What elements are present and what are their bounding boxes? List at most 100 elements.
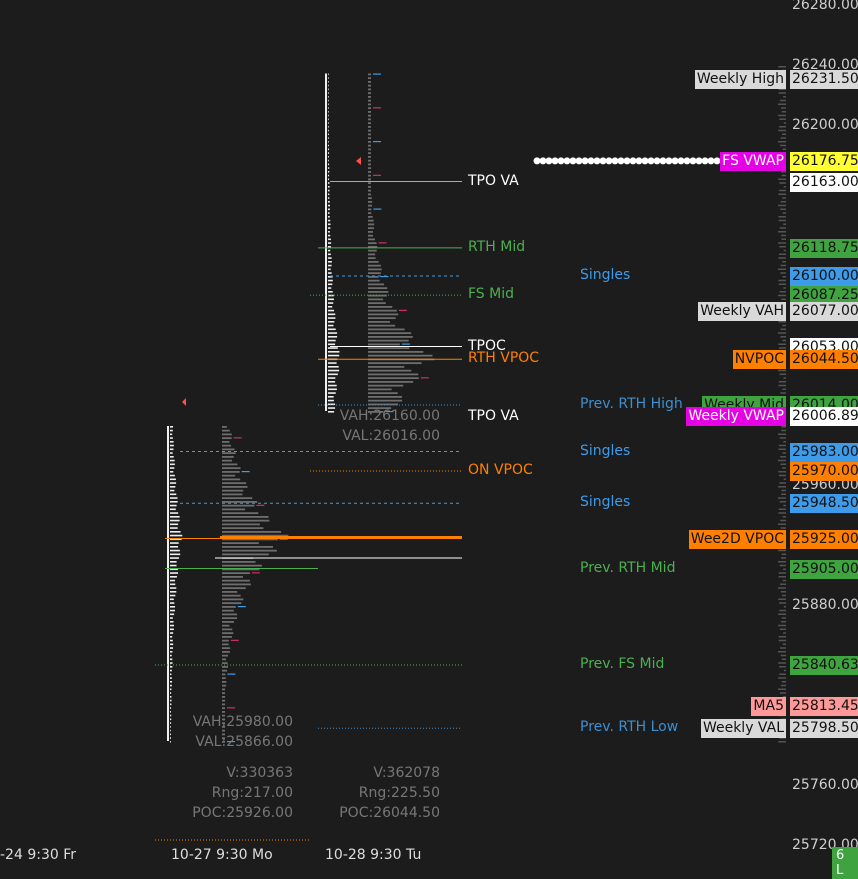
tpo-letter-mark: [328, 309, 335, 312]
tpo-letter-mark: [170, 617, 173, 619]
tpo-letter-mark: [328, 373, 338, 376]
volume-profile-bar: [368, 189, 371, 192]
volume-profile-bar: [368, 193, 372, 196]
volume-profile-bar: [222, 602, 242, 605]
axis-volume-bar: [782, 276, 786, 278]
volume-profile-bar: [222, 677, 226, 680]
tpo-letter-mark: [328, 242, 332, 244]
volume-profile-bar: [368, 92, 371, 95]
volume-profile-bar: [222, 501, 258, 503]
fs-vwap-dot: [605, 157, 613, 165]
tpo-letter-mark: [328, 283, 333, 286]
tpo-letter-mark: [170, 647, 174, 649]
status-badge[interactable]: 6 L: [832, 847, 858, 879]
volume-profile-bar: [222, 474, 236, 477]
axis-volume-bar: [778, 219, 786, 222]
x-axis-label-fri: -24 9:30 Fr: [0, 847, 76, 863]
volume-node-mark: [373, 174, 381, 176]
axis-volume-bar: [782, 133, 786, 135]
tpo-letter-mark: [170, 628, 174, 631]
volume-profile-bar: [368, 264, 381, 267]
tpo-letter-mark: [328, 174, 330, 177]
axis-volume-bar: [779, 692, 786, 694]
volume-profile-bar: [222, 598, 244, 601]
axis-volume-bar: [778, 343, 786, 345]
tpo-letter-mark: [328, 407, 336, 409]
axis-volume-bar: [778, 231, 786, 233]
axis-volume-bar: [780, 591, 786, 593]
axis-volume-bar: [780, 684, 786, 687]
tpo-letter-mark: [170, 737, 171, 739]
axis-volume-bar: [778, 321, 786, 323]
axis-volume-bar: [780, 519, 786, 522]
axis-volume-bar: [778, 103, 786, 105]
tpo-letter-mark: [328, 268, 331, 271]
axis-volume-bar: [778, 624, 786, 627]
volume-node-mark: [385, 411, 394, 413]
tpo-letter-mark: [170, 688, 172, 691]
axis-volume-bar: [778, 141, 786, 143]
tpo-letter-mark: [328, 388, 337, 391]
axis-volume-bar: [778, 549, 786, 552]
tpo-letter-mark: [170, 669, 172, 672]
tpo-letter-mark: [328, 148, 330, 151]
axis-volume-bar: [780, 208, 786, 210]
volume-profile-bar: [368, 129, 371, 132]
tpo-letter-mark: [170, 467, 175, 469]
axis-volume-bar: [778, 448, 786, 450]
axis-volume-bar: [779, 189, 786, 192]
tpo-letter-mark: [170, 733, 171, 736]
tpo-letter-mark: [170, 643, 174, 646]
volume-profile-bar: [368, 377, 419, 380]
volume-profile-bar: [368, 186, 371, 188]
volume-profile-bar: [222, 441, 230, 443]
axis-volume-bar: [779, 99, 786, 102]
volume-profile-bar: [368, 99, 371, 102]
axis-volume-bar: [780, 527, 786, 529]
axis-volume-bar: [779, 673, 786, 675]
tpo-letter-mark: [328, 99, 329, 102]
volume-profile-bar: [222, 576, 243, 578]
axis-volume-bar: [778, 444, 786, 447]
level-note: Prev. RTH Low: [580, 719, 679, 736]
tpo-letter-mark: [328, 291, 333, 293]
axis-volume-bar: [778, 508, 786, 510]
volume-profile-bar: [368, 182, 371, 185]
volume-profile-bar: [368, 223, 375, 226]
axis-volume-bar: [781, 553, 786, 555]
tpo-letter-mark: [170, 602, 175, 604]
tpo-letter-mark: [328, 332, 338, 334]
volume-profile-bar: [368, 137, 371, 140]
tpo-letter-mark: [328, 234, 331, 237]
volume-profile-bar: [222, 564, 262, 567]
volume-profile-bar: [368, 366, 405, 368]
volume-profile-bar: [222, 613, 238, 616]
axis-volume-bar: [783, 287, 786, 289]
price-tag-label: NVPOC: [732, 350, 786, 370]
fs-vwap-dot: [557, 157, 565, 165]
axis-volume-bar: [778, 471, 786, 473]
fs-vwap-dot: [635, 157, 643, 165]
axis-volume-bar: [778, 347, 786, 349]
tpo-letter-mark: [170, 703, 172, 706]
volume-profile-bar: [222, 684, 227, 687]
level-note: Singles: [580, 494, 631, 511]
volume-profile-bar: [368, 73, 371, 76]
axis-volume-bar: [780, 336, 786, 338]
volume-profile-bar: [222, 692, 225, 695]
price-tag-value: 26176.75: [790, 151, 858, 171]
fs-vwap-dot: [539, 157, 547, 165]
volume-profile-bar: [222, 594, 241, 597]
price-tag-value: 25983.00: [790, 442, 858, 462]
price-tag-value: 26087.25: [790, 286, 858, 306]
volume-profile-bar: [368, 84, 371, 87]
volume-profile-bar: [222, 568, 260, 571]
volume-profile-bar: [222, 587, 246, 590]
level-note: Prev. RTH Mid: [580, 559, 676, 576]
y-tick-label: 25960.00: [792, 477, 858, 493]
volume-profile-bar: [368, 283, 385, 286]
tpo-letter-mark: [170, 504, 177, 507]
axis-volume-bar: [778, 636, 786, 638]
axis-volume-bar: [783, 478, 786, 480]
axis-volume-bar: [778, 114, 786, 117]
